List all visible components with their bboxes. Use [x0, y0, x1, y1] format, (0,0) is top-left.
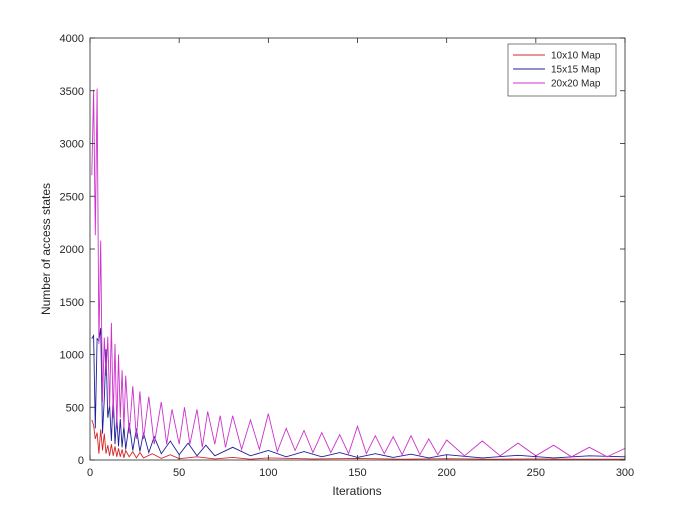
x-tick-label: 100 — [259, 467, 277, 479]
series-line-2 — [91, 328, 626, 459]
x-tick-label: 300 — [616, 467, 634, 479]
y-axis-title: Number of access states — [39, 183, 53, 315]
y-tick-label: 2500 — [60, 191, 84, 203]
legend-label-1: 10x10 Map — [551, 51, 601, 62]
series-layer — [91, 88, 626, 460]
series-line-3 — [91, 88, 626, 458]
y-tick-label: 3500 — [60, 86, 84, 98]
legend-label-2: 15x15 Map — [551, 65, 601, 76]
y-tick-label: 1500 — [60, 297, 84, 309]
x-tick-label: 0 — [87, 467, 93, 479]
y-axis: 0 500 1000 1500 2000 2500 3000 3500 4000 — [60, 33, 625, 467]
series-line-1 — [91, 419, 625, 460]
legend-label-3: 20x20 Map — [551, 79, 601, 90]
y-tick-label: 2000 — [60, 244, 84, 256]
y-tick-label: 500 — [66, 402, 84, 414]
x-axis: 0 50 100 150 200 250 300 — [87, 38, 634, 479]
legend-box — [507, 43, 617, 97]
y-tick-label: 3000 — [60, 139, 84, 151]
y-tick-label: 0 — [78, 455, 84, 467]
y-tick-label: 1000 — [60, 350, 84, 362]
x-tick-label: 150 — [348, 467, 366, 479]
x-tick-label: 50 — [173, 467, 185, 479]
plot-area — [90, 38, 625, 460]
x-tick-label: 250 — [527, 467, 545, 479]
x-axis-title: Iterations — [332, 484, 381, 498]
x-tick-label: 200 — [437, 467, 455, 479]
legend: 10x10 Map 15x15 Map 20x20 Map — [507, 43, 617, 97]
y-tick-label: 4000 — [60, 33, 84, 45]
